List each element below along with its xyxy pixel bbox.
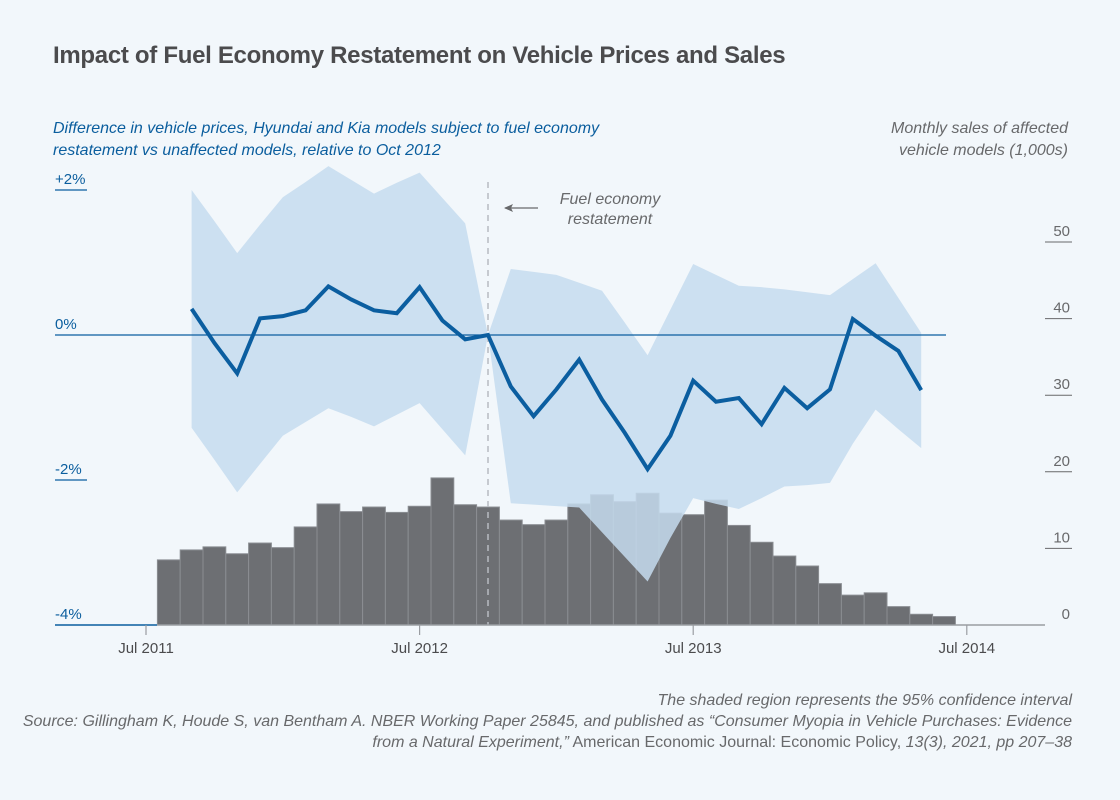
sales-bar	[818, 583, 842, 626]
sales-bar	[704, 499, 728, 626]
right-tick-label: 10	[1053, 529, 1070, 546]
annotation-line1: Fuel economy	[559, 191, 661, 208]
sales-bar	[202, 546, 227, 626]
x-tick-label: Jul 2014	[938, 640, 995, 657]
x-tick-label: Jul 2013	[665, 640, 722, 657]
left-tick-label: -4%	[55, 606, 82, 623]
sales-bar	[270, 547, 295, 626]
sales-bar	[795, 565, 820, 626]
sales-bar	[384, 511, 409, 626]
sales-bar	[407, 505, 432, 626]
source-part-1: Source: Gillingham K, Houde S, van Benth…	[22, 713, 1072, 751]
source-note: Source: Gillingham K, Houde S, van Benth…	[22, 711, 1072, 753]
ci-note: The shaded region represents the 95% con…	[657, 692, 1072, 709]
sales-bar	[248, 542, 272, 626]
price-difference-line	[189, 283, 923, 473]
sales-bar	[886, 606, 911, 626]
x-tick-label: Jul 2012	[391, 640, 448, 657]
chart-title: Impact of Fuel Economy Restatement on Ve…	[53, 42, 786, 69]
sales-bar	[339, 511, 364, 626]
arrow-left-icon	[504, 204, 513, 212]
left-tick-label: 0%	[55, 316, 77, 333]
sales-bar	[453, 504, 478, 626]
annotation-line2: restatement	[567, 211, 653, 228]
sales-bar	[749, 541, 774, 626]
right-tick-label: 40	[1053, 300, 1070, 317]
source-part-2: American Economic Journal: Economic Poli…	[568, 734, 906, 751]
right-tick-label: 20	[1053, 453, 1070, 470]
sales-bar	[293, 526, 318, 626]
sales-bar	[521, 524, 546, 626]
sales-bar	[316, 503, 341, 626]
sales-bar	[726, 524, 751, 626]
chart-notes: The shaded region represents the 95% con…	[22, 690, 1072, 753]
sales-bar	[772, 555, 797, 626]
sales-bar	[362, 506, 386, 626]
sales-bar	[932, 616, 956, 626]
sales-bar	[863, 592, 888, 626]
source-part-3: 13(3), 2021, pp 207–38	[905, 734, 1072, 751]
sales-bar	[840, 594, 865, 626]
restatement-annotation: Fuel economy restatement	[540, 190, 680, 230]
sales-bar	[909, 613, 934, 626]
sales-bar	[544, 519, 569, 626]
sales-bar	[567, 503, 592, 626]
confidence-band	[191, 166, 922, 582]
sales-bar	[498, 519, 523, 626]
right-tick-label: 0	[1062, 606, 1070, 623]
left-axis-title: Difference in vehicle prices, Hyundai an…	[53, 120, 600, 159]
right-axis-title: Monthly sales of affected vehicle models…	[891, 120, 1068, 159]
sales-bar	[225, 553, 250, 626]
x-tick-label: Jul 2011	[118, 640, 174, 657]
sales-bar	[681, 514, 706, 626]
left-tick-label: +2%	[55, 171, 85, 188]
sales-bar	[179, 549, 204, 626]
sales-bar	[430, 477, 455, 626]
sales-bar	[156, 559, 181, 626]
right-tick-label: 30	[1053, 376, 1070, 393]
right-tick-label: 50	[1053, 223, 1070, 240]
left-tick-label: -2%	[55, 461, 82, 478]
